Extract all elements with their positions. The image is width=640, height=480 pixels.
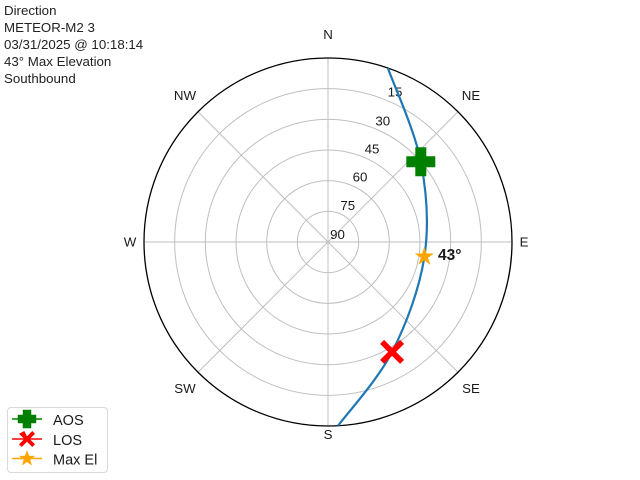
svg-text:60: 60 [353, 169, 368, 184]
svg-text:S: S [324, 427, 333, 442]
svg-text:SE: SE [462, 381, 480, 396]
svg-text:43°: 43° [438, 247, 461, 264]
svg-text:W: W [124, 235, 137, 250]
svg-text:AOS: AOS [53, 413, 84, 429]
svg-text:SW: SW [174, 381, 196, 396]
svg-text:30: 30 [375, 114, 390, 129]
svg-text:90: 90 [330, 227, 345, 242]
svg-text:45: 45 [365, 142, 380, 157]
svg-text:LOS: LOS [53, 433, 82, 449]
svg-text:Max El: Max El [53, 453, 97, 469]
svg-text:NE: NE [462, 88, 481, 103]
svg-text:E: E [520, 235, 529, 250]
svg-text:N: N [323, 27, 333, 42]
svg-text:NW: NW [174, 88, 197, 103]
svg-text:75: 75 [340, 198, 355, 213]
